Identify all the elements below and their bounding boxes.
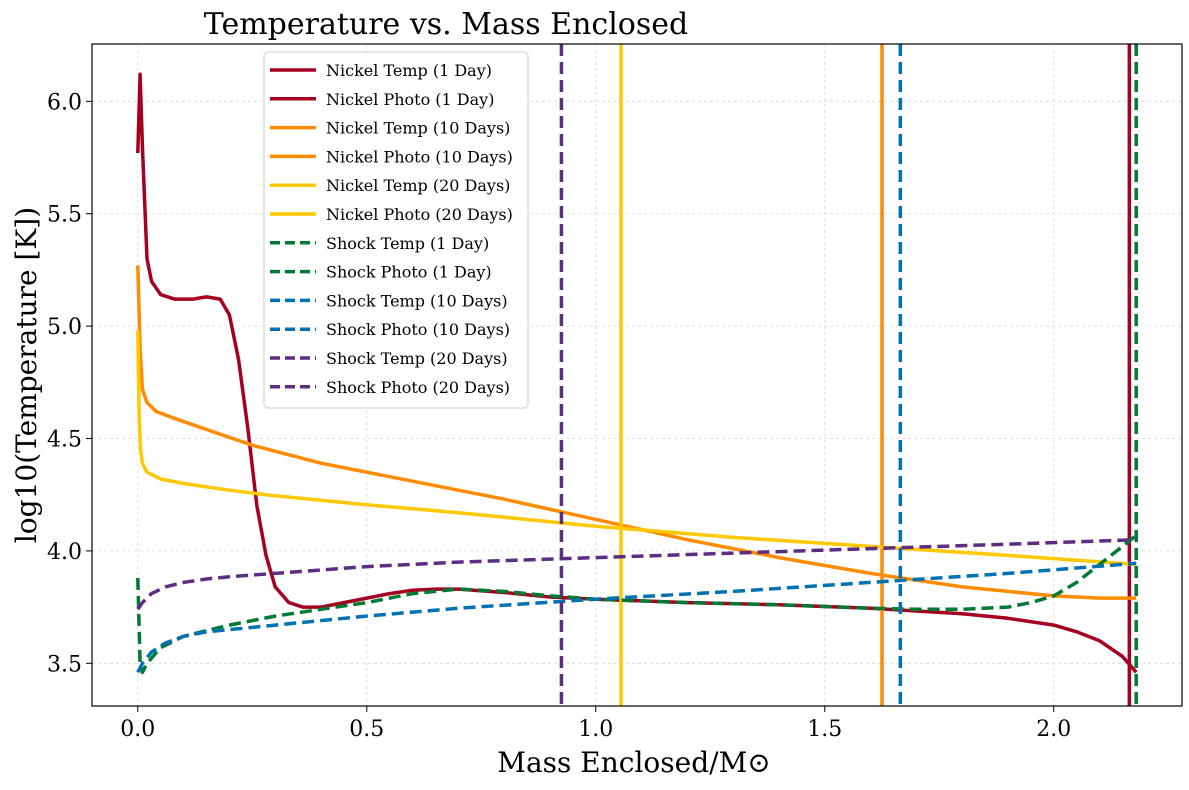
chart-title: Temperature vs. Mass Enclosed	[204, 7, 688, 42]
x-tick-label: 2.0	[1036, 717, 1071, 742]
legend-entry: Nickel Temp (20 Days)	[326, 176, 510, 195]
legend-entry: Nickel Photo (1 Day)	[326, 90, 494, 109]
y-tick-label: 4.0	[47, 540, 82, 565]
x-tick-label: 1.5	[807, 717, 842, 742]
y-axis-label: log10(Temperature [K])	[10, 207, 43, 543]
legend: Nickel Temp (1 Day) Nickel Photo (1 Day) N…	[263, 51, 529, 409]
ticks: 0.0 0.5 1.0 1.5 2.0 3.5 4.0 4.5 5.0 5.5 6.0	[47, 90, 1071, 742]
legend-entry: Shock Temp (20 Days)	[326, 349, 508, 368]
y-tick-label: 5.0	[47, 315, 82, 340]
legend-box	[263, 51, 529, 409]
legend-entry: Shock Photo (10 Days)	[326, 320, 510, 339]
legend-entry: Nickel Photo (20 Days)	[326, 205, 513, 224]
legend-entry: Shock Temp (10 Days)	[326, 291, 508, 310]
plot-frame	[91, 43, 1183, 707]
series-nickel-temp-1-day	[136, 72, 1138, 674]
legend-entry: Nickel Temp (1 Day)	[326, 61, 492, 80]
y-tick-label: 4.5	[47, 428, 82, 453]
x-axis-label: Mass Enclosed/M⊙	[497, 746, 770, 779]
legend-entry: Shock Temp (1 Day)	[326, 234, 489, 253]
series-shock-temp-10-days	[136, 561, 1137, 674]
legend-entry: Shock Photo (1 Day)	[326, 263, 492, 282]
series-layer	[136, 44, 1138, 706]
legend-entry: Nickel Photo (10 Days)	[326, 147, 513, 166]
y-tick-label: 6.0	[47, 90, 82, 115]
y-tick-label: 3.5	[47, 652, 82, 677]
series-nickel-temp-20-days	[136, 330, 1137, 567]
legend-entry: Shock Photo (20 Days)	[326, 378, 510, 397]
series-nickel-temp-10-days	[136, 265, 1137, 600]
x-tick-label: 1.0	[578, 717, 613, 742]
series-shock-temp-20-days	[136, 537, 1137, 611]
x-tick-label: 0.0	[120, 717, 155, 742]
x-tick-label: 0.5	[349, 717, 384, 742]
y-tick-label: 5.5	[47, 203, 82, 228]
legend-entry: Nickel Temp (10 Days)	[326, 119, 510, 138]
